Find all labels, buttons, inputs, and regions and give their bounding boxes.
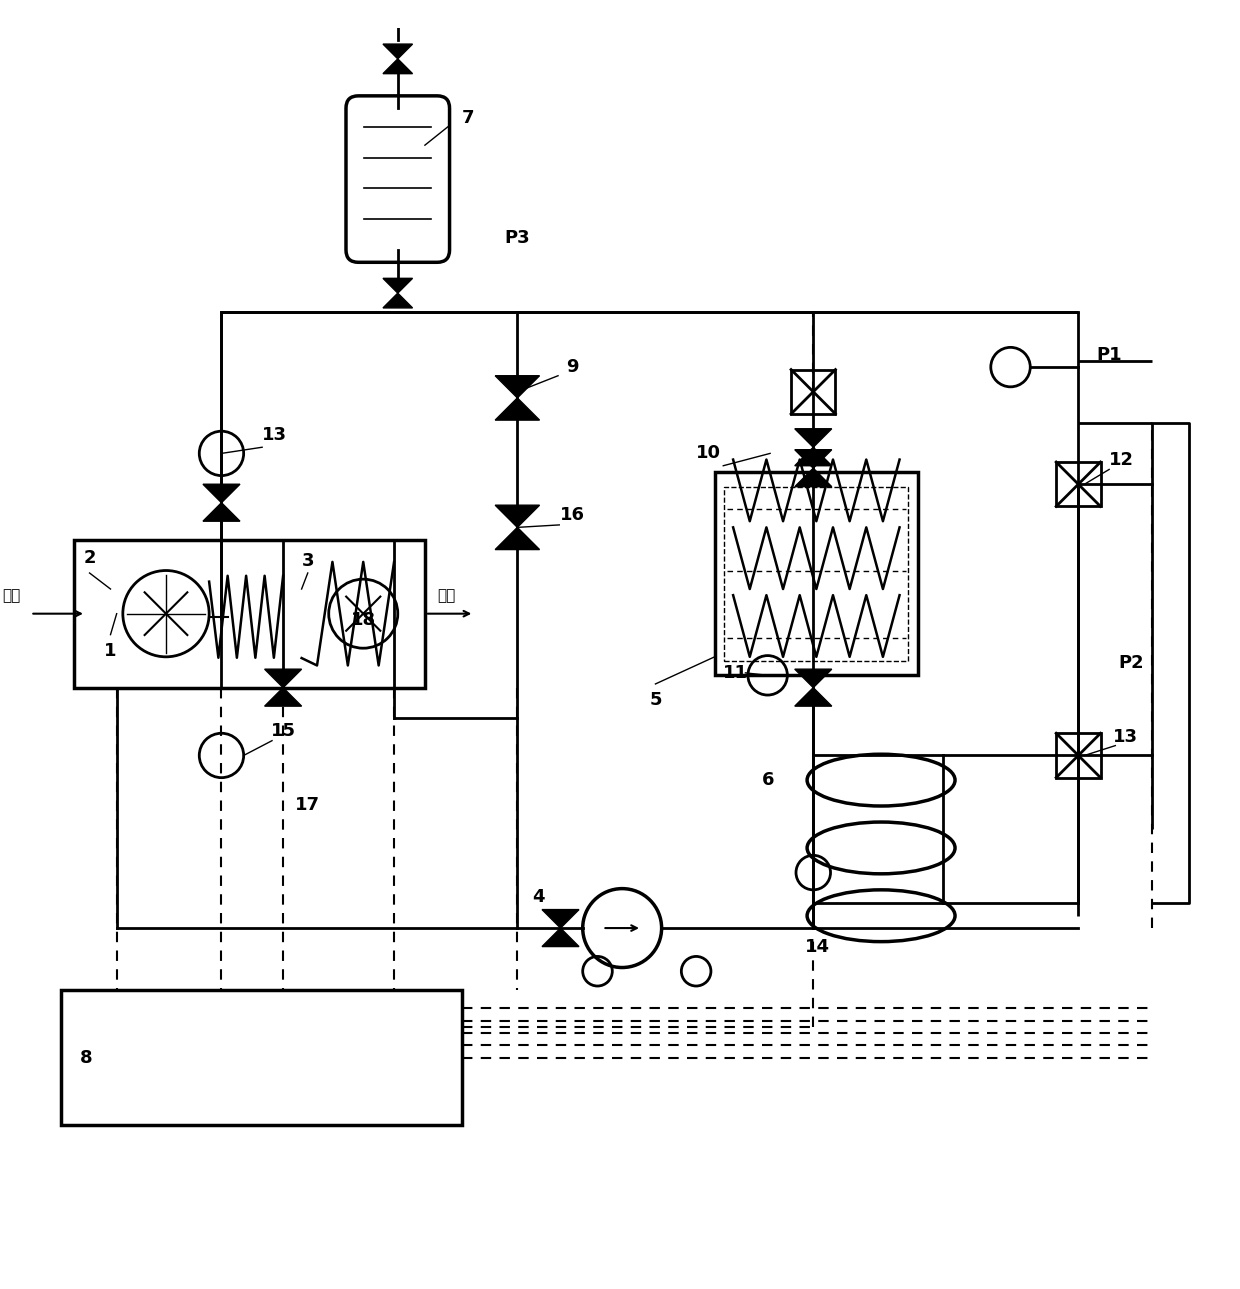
Text: 16: 16	[560, 507, 585, 525]
Polygon shape	[383, 59, 413, 73]
Bar	[1056, 461, 1101, 507]
Text: 3: 3	[301, 552, 314, 570]
Polygon shape	[495, 527, 539, 549]
Bar	[61, 990, 461, 1125]
Text: 9: 9	[567, 358, 579, 376]
Text: 送风: 送风	[438, 588, 455, 603]
Text: 14: 14	[805, 937, 830, 955]
Polygon shape	[495, 398, 539, 420]
Polygon shape	[795, 429, 832, 447]
Text: 1: 1	[104, 642, 117, 660]
Text: 回风: 回风	[2, 588, 21, 603]
Text: 15: 15	[270, 722, 295, 740]
Text: P1: P1	[1096, 345, 1122, 363]
Text: 10: 10	[696, 445, 720, 463]
Polygon shape	[795, 669, 832, 687]
Text: P2: P2	[1118, 654, 1145, 672]
Polygon shape	[383, 293, 413, 308]
Polygon shape	[264, 669, 301, 687]
Text: 4: 4	[532, 888, 544, 906]
Polygon shape	[542, 910, 579, 928]
Polygon shape	[203, 485, 241, 503]
Polygon shape	[495, 505, 539, 527]
Polygon shape	[383, 278, 413, 293]
Bar	[724, 487, 908, 660]
Bar	[714, 472, 918, 675]
Text: 2: 2	[83, 549, 95, 567]
Text: 6: 6	[761, 771, 774, 789]
Polygon shape	[383, 44, 413, 59]
Polygon shape	[542, 928, 579, 946]
Bar	[791, 370, 836, 414]
Polygon shape	[264, 687, 301, 706]
Text: 13: 13	[1112, 728, 1137, 746]
Text: 8: 8	[79, 1048, 92, 1066]
Polygon shape	[495, 375, 539, 398]
Bar	[73, 540, 425, 687]
Polygon shape	[203, 503, 241, 521]
Polygon shape	[795, 450, 832, 468]
Text: 17: 17	[295, 795, 320, 813]
Text: 11: 11	[723, 664, 748, 682]
Text: 18: 18	[351, 611, 376, 629]
Text: 12: 12	[1109, 451, 1135, 469]
Polygon shape	[795, 447, 832, 465]
Text: P3: P3	[505, 228, 531, 246]
Text: 13: 13	[262, 425, 286, 443]
Polygon shape	[795, 468, 832, 487]
Bar	[1056, 733, 1101, 777]
Text: 5: 5	[650, 691, 662, 709]
Polygon shape	[795, 687, 832, 706]
Text: 7: 7	[461, 110, 474, 128]
